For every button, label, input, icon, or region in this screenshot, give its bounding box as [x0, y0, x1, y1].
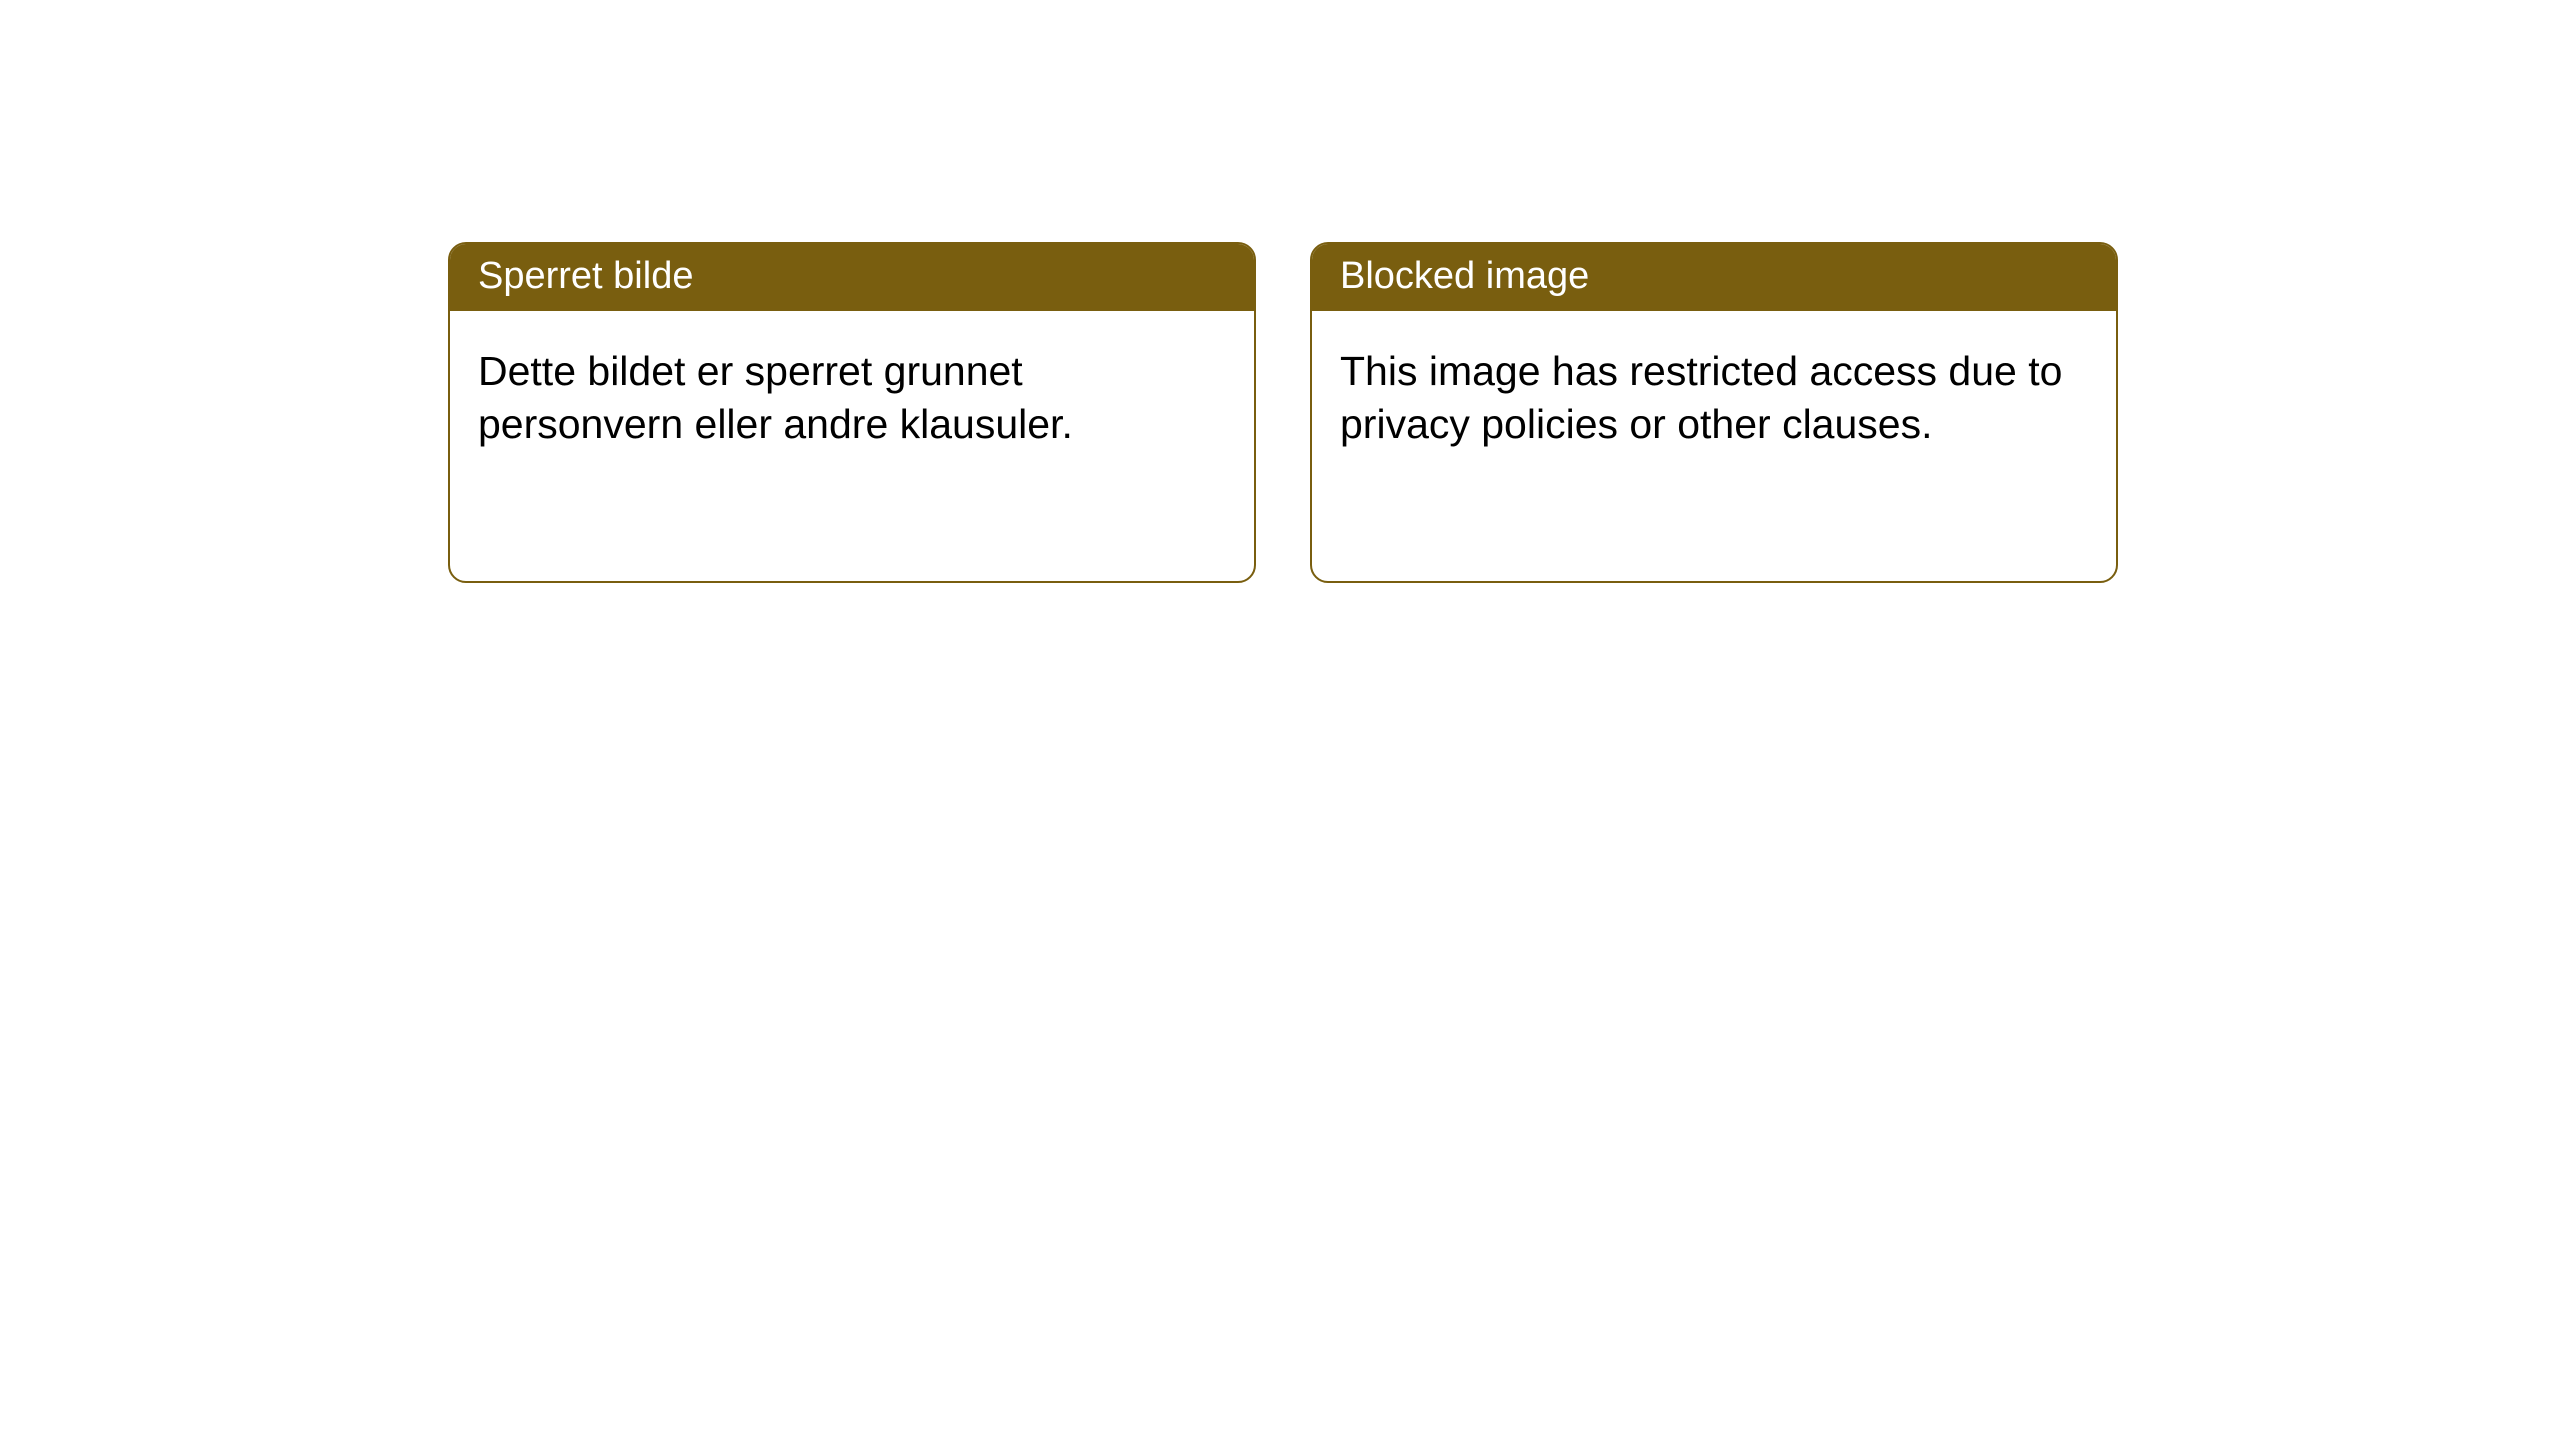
notice-container: Sperret bilde Dette bildet er sperret gr… [0, 0, 2560, 583]
notice-header: Sperret bilde [450, 244, 1254, 311]
notice-card-norwegian: Sperret bilde Dette bildet er sperret gr… [448, 242, 1256, 583]
notice-card-english: Blocked image This image has restricted … [1310, 242, 2118, 583]
notice-header: Blocked image [1312, 244, 2116, 311]
notice-body: This image has restricted access due to … [1312, 311, 2116, 581]
notice-body: Dette bildet er sperret grunnet personve… [450, 311, 1254, 581]
